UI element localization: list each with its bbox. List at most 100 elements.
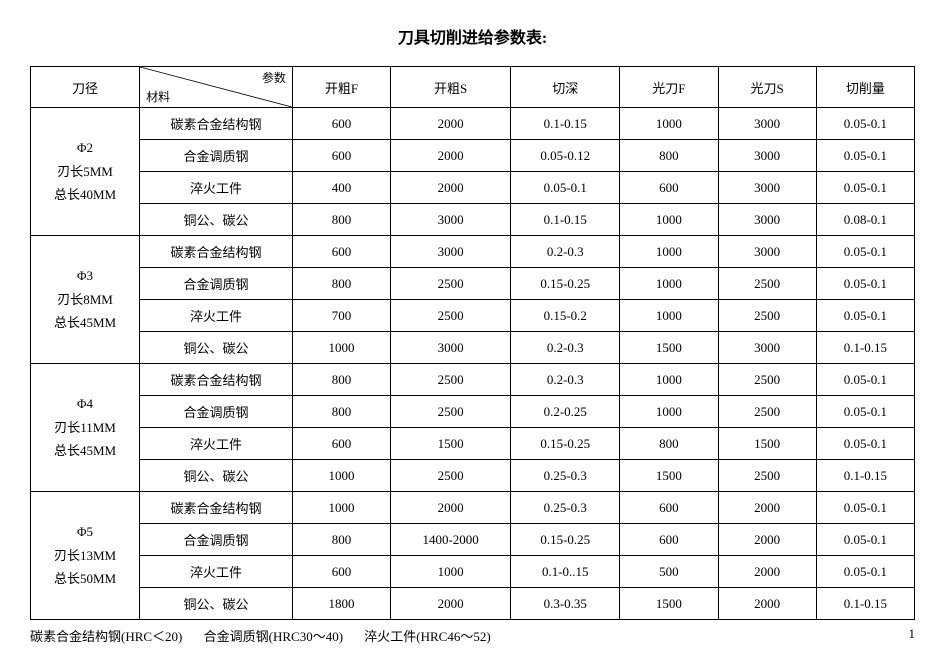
diag-material: 材料 <box>146 88 170 105</box>
footer: 碳素合金结构钢(HRC＜20) 合金调质钢(HRC30～40) 淬火工件(HRC… <box>30 626 915 645</box>
table-body: Φ2刃长5MM总长40MM碳素合金结构钢60020000.1-0.1510003… <box>31 108 915 620</box>
value-cell: 1000 <box>620 364 718 396</box>
value-cell: 1000 <box>620 268 718 300</box>
material-cell: 淬火工件 <box>140 300 293 332</box>
page-title: 刀具切削进给参数表: <box>30 24 915 48</box>
value-cell: 0.05-0.1 <box>816 236 914 268</box>
value-cell: 2500 <box>718 300 816 332</box>
value-cell: 800 <box>620 140 718 172</box>
value-cell: 1500 <box>620 332 718 364</box>
value-cell: 2000 <box>718 556 816 588</box>
value-cell: 800 <box>292 364 390 396</box>
value-cell: 0.25-0.3 <box>511 492 620 524</box>
value-cell: 600 <box>620 492 718 524</box>
value-cell: 3000 <box>718 140 816 172</box>
value-cell: 0.15-0.25 <box>511 268 620 300</box>
value-cell: 2500 <box>391 268 511 300</box>
value-cell: 0.05-0.12 <box>511 140 620 172</box>
value-cell: 0.05-0.1 <box>816 364 914 396</box>
note-0: 碳素合金结构钢(HRC＜20) <box>30 629 182 644</box>
value-cell: 1000 <box>620 300 718 332</box>
value-cell: 0.2-0.3 <box>511 332 620 364</box>
value-cell: 2500 <box>718 364 816 396</box>
value-cell: 0.2-0.25 <box>511 396 620 428</box>
value-cell: 800 <box>292 268 390 300</box>
material-cell: 淬火工件 <box>140 172 293 204</box>
value-cell: 0.1-0.15 <box>816 588 914 620</box>
table-row: Φ4刃长11MM总长45MM碳素合金结构钢80025000.2-0.310002… <box>31 364 915 396</box>
value-cell: 600 <box>292 428 390 460</box>
material-cell: 碳素合金结构钢 <box>140 108 293 140</box>
page-number: 1 <box>909 626 916 645</box>
value-cell: 800 <box>620 428 718 460</box>
value-cell: 0.1-0.15 <box>816 332 914 364</box>
value-cell: 600 <box>620 524 718 556</box>
value-cell: 2500 <box>718 396 816 428</box>
value-cell: 600 <box>292 140 390 172</box>
col-diameter: 刀径 <box>31 67 140 108</box>
value-cell: 1500 <box>620 460 718 492</box>
value-cell: 700 <box>292 300 390 332</box>
col-0: 开粗F <box>292 67 390 108</box>
value-cell: 1000 <box>620 204 718 236</box>
group-label: Φ3刃长8MM总长45MM <box>31 236 140 364</box>
value-cell: 0.05-0.1 <box>511 172 620 204</box>
table-row: 合金调质钢60020000.05-0.1280030000.05-0.1 <box>31 140 915 172</box>
material-cell: 合金调质钢 <box>140 396 293 428</box>
value-cell: 1000 <box>292 460 390 492</box>
col-3: 光刀F <box>620 67 718 108</box>
value-cell: 2000 <box>718 524 816 556</box>
col-2: 切深 <box>511 67 620 108</box>
value-cell: 2500 <box>391 396 511 428</box>
value-cell: 3000 <box>391 204 511 236</box>
value-cell: 600 <box>292 108 390 140</box>
value-cell: 1400-2000 <box>391 524 511 556</box>
value-cell: 2500 <box>391 300 511 332</box>
value-cell: 2000 <box>391 492 511 524</box>
value-cell: 3000 <box>391 332 511 364</box>
table-row: Φ3刃长8MM总长45MM碳素合金结构钢60030000.2-0.3100030… <box>31 236 915 268</box>
group-label: Φ2刃长5MM总长40MM <box>31 108 140 236</box>
value-cell: 0.05-0.1 <box>816 396 914 428</box>
table-row: 合金调质钢80025000.15-0.25100025000.05-0.1 <box>31 268 915 300</box>
material-cell: 碳素合金结构钢 <box>140 364 293 396</box>
value-cell: 800 <box>292 204 390 236</box>
group-label: Φ4刃长11MM总长45MM <box>31 364 140 492</box>
col-1: 开粗S <box>391 67 511 108</box>
col-material-param: 参数 材料 <box>140 67 293 108</box>
table-row: 淬火工件60015000.15-0.2580015000.05-0.1 <box>31 428 915 460</box>
table-row: 淬火工件40020000.05-0.160030000.05-0.1 <box>31 172 915 204</box>
value-cell: 0.05-0.1 <box>816 428 914 460</box>
value-cell: 3000 <box>718 204 816 236</box>
material-cell: 碳素合金结构钢 <box>140 236 293 268</box>
value-cell: 1000 <box>620 108 718 140</box>
value-cell: 0.08-0.1 <box>816 204 914 236</box>
value-cell: 1500 <box>620 588 718 620</box>
material-cell: 淬火工件 <box>140 428 293 460</box>
value-cell: 0.2-0.3 <box>511 236 620 268</box>
value-cell: 0.1-0.15 <box>816 460 914 492</box>
value-cell: 0.05-0.1 <box>816 172 914 204</box>
value-cell: 1000 <box>391 556 511 588</box>
value-cell: 0.1-0.15 <box>511 108 620 140</box>
params-table: 刀径 参数 材料 开粗F 开粗S 切深 光刀F 光刀S 切削量 Φ2刃长5MM总… <box>30 66 915 620</box>
table-row: Φ2刃长5MM总长40MM碳素合金结构钢60020000.1-0.1510003… <box>31 108 915 140</box>
table-row: 合金调质钢8001400-20000.15-0.2560020000.05-0.… <box>31 524 915 556</box>
value-cell: 1800 <box>292 588 390 620</box>
value-cell: 0.05-0.1 <box>816 108 914 140</box>
value-cell: 3000 <box>391 236 511 268</box>
value-cell: 0.2-0.3 <box>511 364 620 396</box>
material-cell: 铜公、碳公 <box>140 332 293 364</box>
value-cell: 3000 <box>718 236 816 268</box>
value-cell: 1500 <box>391 428 511 460</box>
group-label: Φ5刃长13MM总长50MM <box>31 492 140 620</box>
value-cell: 1000 <box>292 492 390 524</box>
value-cell: 1000 <box>292 332 390 364</box>
value-cell: 0.05-0.1 <box>816 300 914 332</box>
note-2: 淬火工件(HRC46～52) <box>364 629 490 644</box>
table-row: 铜公、碳公180020000.3-0.35150020000.1-0.15 <box>31 588 915 620</box>
table-head: 刀径 参数 材料 开粗F 开粗S 切深 光刀F 光刀S 切削量 <box>31 67 915 108</box>
table-row: 淬火工件70025000.15-0.2100025000.05-0.1 <box>31 300 915 332</box>
value-cell: 0.05-0.1 <box>816 140 914 172</box>
value-cell: 600 <box>620 172 718 204</box>
